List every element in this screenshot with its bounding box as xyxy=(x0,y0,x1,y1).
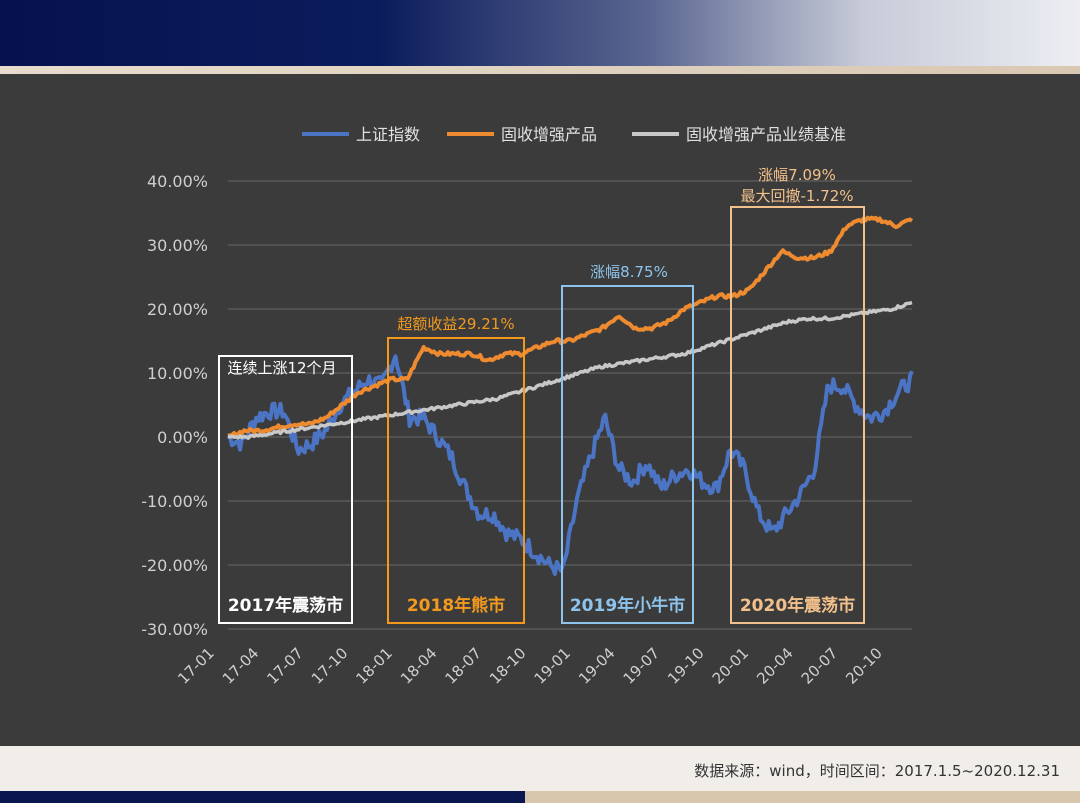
legend-label: 固收增强产品 xyxy=(501,125,597,144)
x-tick-label: 20-10 xyxy=(842,644,886,688)
period-label: 2018年熊市 xyxy=(407,595,505,616)
series-line-2 xyxy=(227,215,914,438)
legend-label: 上证指数 xyxy=(356,125,420,144)
x-tick-label: 17-10 xyxy=(308,644,352,688)
top-banner xyxy=(0,0,1080,66)
footer-bar xyxy=(0,746,1080,791)
x-tick-label: 17-04 xyxy=(219,644,263,688)
x-tick-label: 17-07 xyxy=(263,644,307,688)
period-annotation: 涨幅7.09% xyxy=(758,166,836,184)
y-tick-label: 20.00% xyxy=(147,300,208,319)
series-line-3 xyxy=(227,300,913,440)
bottom-right-bar xyxy=(525,791,1080,803)
grid-lines xyxy=(228,180,912,630)
period-label: 2019年小牛市 xyxy=(570,595,685,616)
x-tick-label: 17-01 xyxy=(174,644,218,688)
period-annotation-2: 最大回撤-1.72% xyxy=(740,187,853,205)
bottom-left-bar xyxy=(0,791,525,803)
x-tick-label: 19-07 xyxy=(620,644,664,688)
period-annotation: 连续上涨12个月 xyxy=(227,359,336,377)
period-label: 2017年震荡市 xyxy=(228,595,343,616)
y-tick-label: 30.00% xyxy=(147,236,208,255)
y-tick-label: -30.00% xyxy=(141,620,208,639)
x-tick-label: 20-01 xyxy=(709,644,753,688)
x-tick-label: 20-07 xyxy=(798,644,842,688)
chart-panel xyxy=(0,74,1080,746)
period-box xyxy=(561,285,694,624)
y-tick-label: 10.00% xyxy=(147,364,208,383)
x-tick-label: 19-01 xyxy=(531,644,575,688)
series-lines xyxy=(227,215,914,576)
x-tick-label: 20-04 xyxy=(753,644,797,688)
y-tick-label: -10.00% xyxy=(141,492,208,511)
y-tick-label: -20.00% xyxy=(141,556,208,575)
y-tick-label: 0.00% xyxy=(157,428,208,447)
legend-label: 固收增强产品业绩基准 xyxy=(686,125,846,144)
x-tick-label: 19-04 xyxy=(575,644,619,688)
x-axis-ticks: 17-01 17-04 17-07 17-10 18-01 18-04 18-07 18-10… xyxy=(174,644,886,688)
x-tick-label: 18-10 xyxy=(486,644,530,688)
data-source-note: 数据来源：wind，时间区间：2017.1.5~2020.12.31 xyxy=(694,762,1060,780)
period-box xyxy=(730,206,865,624)
legend: 上证指数 固收增强产品 固收增强产品业绩基准 xyxy=(302,125,846,144)
top-divider xyxy=(0,66,1080,74)
period-annotation: 涨幅8.75% xyxy=(590,263,668,281)
x-tick-label: 18-04 xyxy=(397,644,441,688)
line-chart: 40.00% 30.00% 20.00% 10.00% 0.00% -10.00% -20.… xyxy=(141,125,914,688)
y-tick-label: 40.00% xyxy=(147,172,208,191)
period-box xyxy=(218,355,353,624)
x-tick-label: 18-01 xyxy=(352,644,396,688)
period-label: 2020年震荡市 xyxy=(740,595,855,616)
x-tick-label: 18-07 xyxy=(441,644,485,688)
series-line-1 xyxy=(227,354,914,576)
period-box xyxy=(387,337,525,624)
x-tick-label: 19-10 xyxy=(664,644,708,688)
y-axis-ticks: 40.00% 30.00% 20.00% 10.00% 0.00% -10.00% -20.… xyxy=(141,172,208,639)
period-annotation: 超额收益29.21% xyxy=(397,315,514,333)
